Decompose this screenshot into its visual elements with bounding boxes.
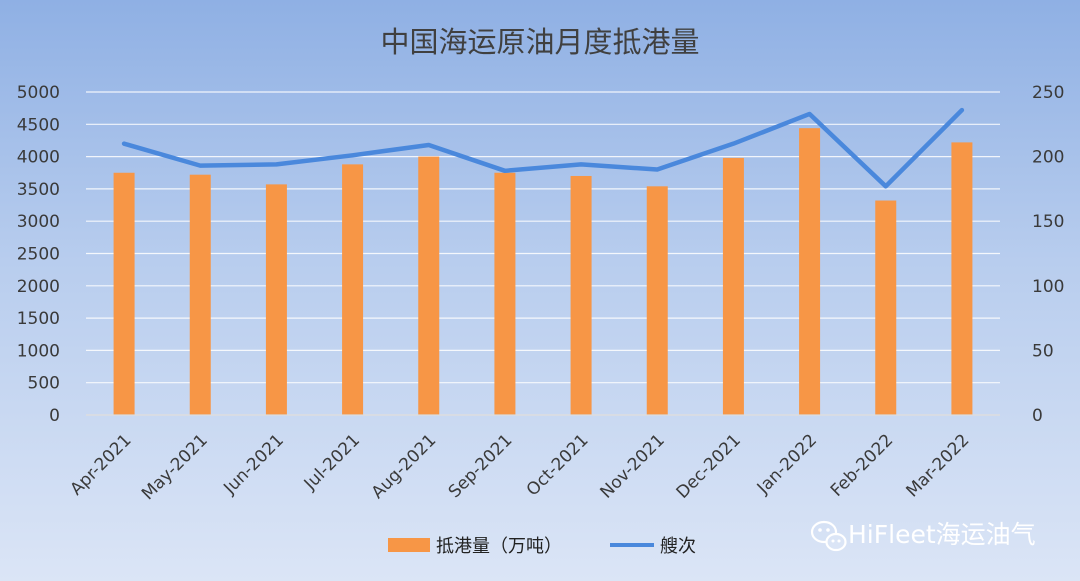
bar	[418, 156, 440, 415]
y-left-tick-label: 4500	[17, 115, 60, 135]
line-series	[121, 107, 965, 189]
y-right-tick-label: 100	[1032, 277, 1064, 297]
legend-label-bar: 抵港量（万吨）	[436, 536, 562, 557]
y-axis-right: 0 50 100 150 200 250	[1032, 83, 1064, 426]
y-left-tick-label: 1000	[17, 341, 60, 361]
bar-series	[113, 128, 973, 415]
bar	[570, 175, 592, 415]
bar	[646, 186, 668, 415]
y-left-tick-label: 500	[28, 374, 60, 394]
x-tick-label: Apr-2021	[67, 430, 136, 499]
legend-label-line: 艘次	[660, 536, 696, 557]
watermark: HiFleet海运油气	[810, 520, 1036, 552]
series-line	[121, 107, 965, 189]
y-axis-left: 0 500 1000 1500 2000 2500 3000 3500 4000 4500 5000	[17, 83, 60, 426]
bar	[189, 174, 211, 415]
bar	[265, 184, 287, 415]
x-tick-label: Nov-2021	[597, 430, 669, 502]
chart-title: 中国海运原油月度抵港量	[380, 25, 699, 59]
y-left-tick-label: 1500	[17, 309, 60, 329]
bar	[951, 142, 973, 415]
y-left-tick-label: 3500	[17, 180, 60, 200]
y-right-tick-label: 0	[1032, 406, 1043, 426]
bar	[494, 172, 516, 415]
x-tick-label: Jan-2022	[753, 430, 821, 498]
y-left-tick-label: 2500	[17, 245, 60, 265]
legend: 抵港量（万吨） 艘次	[388, 536, 696, 557]
bar	[342, 164, 364, 415]
y-left-tick-label: 0	[49, 406, 60, 426]
x-tick-label: May-2021	[138, 430, 212, 504]
y-left-tick-label: 2000	[17, 277, 60, 297]
bar	[875, 200, 897, 415]
y-left-tick-label: 3000	[17, 212, 60, 232]
bar	[722, 157, 744, 415]
x-tick-label: Mar-2022	[902, 430, 973, 501]
y-left-tick-label: 5000	[17, 83, 60, 103]
y-right-tick-label: 150	[1032, 212, 1064, 232]
x-axis: Apr-2021 May-2021 Jun-2021 Jul-2021 Aug-2021…	[67, 414, 1000, 504]
bar	[113, 172, 135, 415]
x-tick-label: Dec-2021	[673, 430, 745, 502]
wechat-icon	[810, 520, 847, 552]
x-tick-label: Jul-2021	[300, 430, 364, 494]
bar	[799, 128, 821, 415]
gridlines	[86, 91, 1000, 416]
x-tick-label: Sep-2021	[445, 430, 517, 502]
y-right-tick-label: 250	[1032, 83, 1064, 103]
y-left-tick-label: 4000	[17, 148, 60, 168]
x-tick-label: Jun-2021	[219, 430, 288, 499]
x-tick-label: Aug-2021	[368, 430, 441, 503]
y-right-tick-label: 200	[1032, 148, 1064, 168]
x-tick-label: Oct-2021	[523, 430, 593, 500]
y-right-tick-label: 50	[1032, 341, 1054, 361]
x-tick-label: Feb-2022	[827, 430, 897, 500]
legend-swatch-bar	[388, 538, 430, 552]
watermark-text: HiFleet海运油气	[848, 520, 1036, 549]
